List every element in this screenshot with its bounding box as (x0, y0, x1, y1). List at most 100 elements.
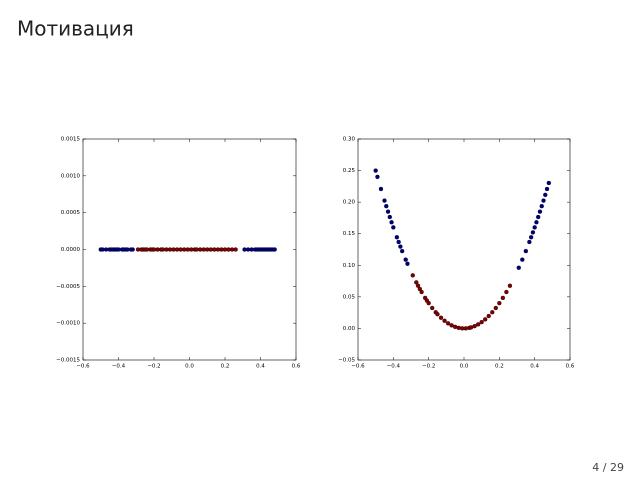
point (272, 247, 277, 252)
point (410, 273, 415, 278)
point (435, 312, 440, 317)
point (541, 198, 546, 203)
point (398, 244, 403, 249)
point (249, 247, 254, 252)
point (539, 204, 544, 209)
point (493, 305, 498, 311)
point (475, 322, 481, 327)
point (414, 280, 419, 285)
point (182, 247, 187, 252)
point (500, 295, 506, 301)
point (396, 239, 401, 245)
point (528, 235, 534, 240)
point (160, 247, 166, 252)
point (442, 318, 447, 323)
x-tick-label: 0.2 (221, 364, 230, 370)
point (534, 220, 539, 225)
point (116, 247, 121, 252)
page-number: 4 / 29 (592, 461, 624, 474)
point (438, 315, 444, 320)
point (378, 186, 384, 192)
point (164, 247, 169, 252)
y-tick-label: 0.05 (343, 294, 356, 300)
point (483, 317, 488, 322)
point (174, 247, 180, 252)
point (103, 247, 109, 252)
point (178, 247, 183, 252)
point (400, 248, 405, 254)
point (373, 168, 378, 173)
point (135, 247, 141, 252)
point (405, 261, 410, 266)
y-tick-label: 0.00 (343, 326, 356, 332)
point (391, 225, 396, 230)
y-tick-label: 0.20 (343, 200, 356, 206)
x-tick-label: 0.6 (292, 364, 301, 370)
point (189, 247, 194, 252)
y-tick-label: −0.0015 (56, 358, 80, 364)
point (151, 247, 157, 252)
point (130, 247, 135, 252)
point (419, 289, 424, 295)
point (385, 209, 391, 214)
point (527, 239, 532, 245)
y-tick-label: 0.10 (343, 263, 356, 269)
point (201, 247, 206, 252)
x-tick-label: 0.0 (460, 364, 469, 370)
x-tick-label: −0.6 (76, 364, 90, 370)
point (532, 225, 537, 230)
point (387, 214, 392, 220)
point (490, 310, 495, 315)
x-tick-label: −0.2 (147, 364, 160, 370)
y-tick-label: −0.0005 (56, 284, 80, 290)
x-tick-label: −0.2 (422, 364, 435, 370)
point (523, 248, 528, 254)
point (430, 305, 435, 311)
point (382, 198, 387, 203)
y-tick-label: 0.0000 (61, 247, 81, 253)
y-tick-label: 0.0015 (61, 137, 81, 143)
point (171, 247, 176, 252)
point (504, 289, 509, 295)
y-tick-label: 0.0010 (61, 173, 81, 179)
point (516, 265, 521, 270)
point (544, 186, 550, 192)
y-tick-label: 0.25 (343, 168, 356, 174)
point (543, 192, 548, 197)
point (242, 247, 247, 252)
point (537, 209, 543, 214)
point (479, 319, 484, 325)
point (445, 321, 451, 326)
point (155, 247, 160, 252)
point (486, 313, 491, 319)
point (384, 204, 389, 209)
point (205, 247, 210, 252)
point (215, 247, 221, 252)
point (546, 180, 551, 186)
y-tick-label: −0.05 (338, 358, 355, 364)
point (449, 323, 454, 328)
point (245, 247, 251, 252)
x-tick-label: 0.6 (566, 364, 575, 370)
point (144, 247, 150, 252)
x-tick-label: 0.4 (530, 364, 539, 370)
point (456, 325, 461, 331)
point (403, 257, 408, 262)
point (197, 247, 203, 252)
point (530, 230, 536, 235)
point (394, 235, 400, 240)
point (497, 301, 502, 306)
point (226, 247, 231, 252)
x-tick-label: 0.0 (185, 364, 194, 370)
point (222, 247, 228, 252)
x-tick-label: 0.4 (256, 364, 265, 370)
slide-title: Мотивация (17, 17, 134, 41)
x-tick-label: −0.4 (112, 364, 126, 370)
point (389, 220, 394, 225)
point (426, 301, 431, 306)
x-tick-label: −0.6 (351, 364, 365, 370)
x-tick-label: 0.2 (495, 364, 504, 370)
point (233, 247, 238, 252)
